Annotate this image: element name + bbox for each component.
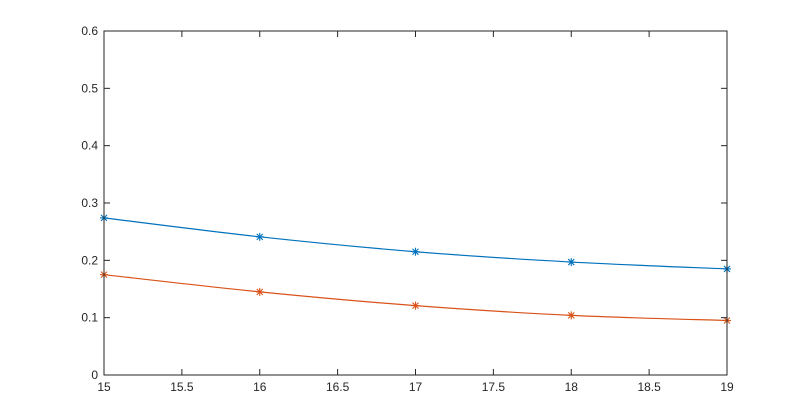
x-tick-label: 15.5 [170,380,194,394]
x-tick-label: 16.5 [326,380,350,394]
y-tick-label: 0 [91,368,98,382]
x-tick-label: 16 [253,380,267,394]
series-1-point [567,258,576,267]
axes-layer: 15 15.5 16 16.5 17 17.5 18 18.5 19 0 0.1 0.2 0.3 0.4 0… [81,24,734,394]
y-tick-label: 0.2 [81,253,98,267]
plot-area [104,31,727,375]
y-tick-label: 0.6 [81,24,98,38]
series-2-point [567,311,576,320]
y-tick-label: 0.4 [81,139,98,153]
series-1-point [255,232,264,241]
series-2-point [411,301,420,310]
series-2-point [255,287,264,296]
series-layer [100,213,731,325]
x-tick-label: 17 [409,380,423,394]
series-1-point [411,247,420,256]
x-tick-label: 15 [97,380,111,394]
y-tick-label: 0.3 [81,196,98,210]
y-tick-label: 0.1 [81,311,98,325]
x-tick-label: 18 [565,380,579,394]
x-tick-label: 17.5 [482,380,506,394]
x-tick-label: 19 [720,380,734,394]
y-tick-label: 0.5 [81,81,98,95]
x-tick-label: 18.5 [637,380,661,394]
